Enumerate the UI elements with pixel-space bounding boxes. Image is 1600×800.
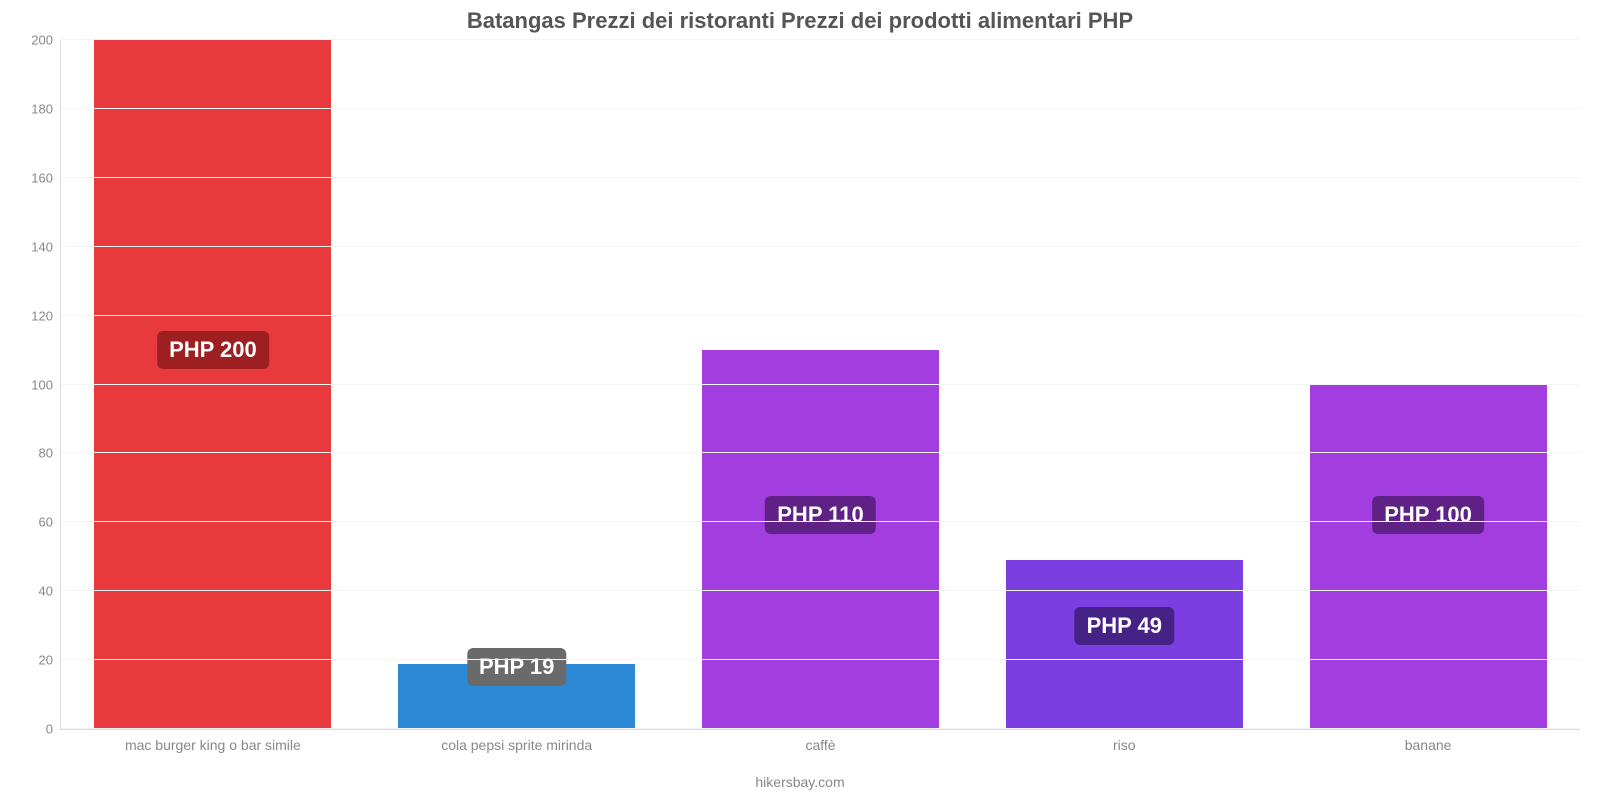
y-tick-label: 140 [31, 239, 61, 254]
y-tick-label: 200 [31, 33, 61, 48]
x-tick-label: caffè [805, 729, 835, 753]
y-tick-label: 180 [31, 101, 61, 116]
gridline [61, 384, 1580, 385]
bar [1310, 385, 1547, 730]
gridline [61, 246, 1580, 247]
gridline [61, 521, 1580, 522]
y-tick-label: 60 [39, 515, 61, 530]
bar-slot: PHP 49 [972, 40, 1276, 729]
bar [94, 40, 331, 729]
bar-value-label: PHP 100 [1372, 496, 1484, 534]
y-tick-label: 0 [46, 722, 61, 737]
bar-value-label: PHP 49 [1075, 607, 1174, 645]
y-tick-label: 100 [31, 377, 61, 392]
gridline [61, 108, 1580, 109]
bar-slot: PHP 200 [61, 40, 365, 729]
bar-slot: PHP 100 [1276, 40, 1580, 729]
chart-title: Batangas Prezzi dei ristoranti Prezzi de… [0, 8, 1600, 34]
gridline [61, 590, 1580, 591]
gridline [61, 659, 1580, 660]
gridline [61, 177, 1580, 178]
bar-value-label: PHP 110 [765, 496, 875, 534]
gridline [61, 39, 1580, 40]
y-tick-label: 20 [39, 653, 61, 668]
bars-container: PHP 200 PHP 19 PHP 110 PHP 49 PHP 100 [61, 40, 1580, 729]
bar-slot: PHP 110 [669, 40, 973, 729]
price-bar-chart: Batangas Prezzi dei ristoranti Prezzi de… [0, 0, 1600, 800]
bar-slot: PHP 19 [365, 40, 669, 729]
y-tick-label: 120 [31, 308, 61, 323]
bar-value-label: PHP 19 [467, 648, 566, 686]
bar-value-label: PHP 200 [157, 331, 269, 369]
gridline [61, 315, 1580, 316]
y-tick-label: 40 [39, 584, 61, 599]
chart-footer: hikersbay.com [0, 774, 1600, 790]
x-tick-label: banane [1405, 729, 1452, 753]
gridline [61, 452, 1580, 453]
x-tick-label: riso [1113, 729, 1136, 753]
x-tick-label: cola pepsi sprite mirinda [441, 729, 592, 753]
plot-area: PHP 200PHP 19PHP 110PHP 49PHP 100 020406… [60, 40, 1580, 730]
y-tick-label: 160 [31, 170, 61, 185]
x-tick-label: mac burger king o bar simile [125, 729, 301, 753]
y-tick-label: 80 [39, 446, 61, 461]
bar [702, 350, 939, 729]
